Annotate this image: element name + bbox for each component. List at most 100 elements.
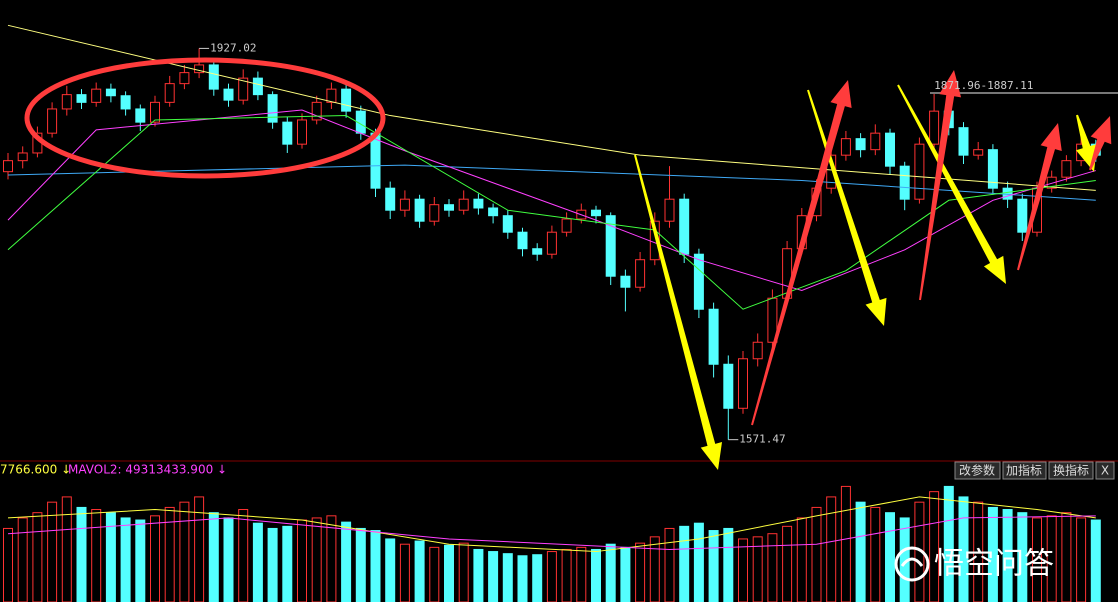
watermark-text: 悟空问答 xyxy=(934,547,1054,582)
candle-body xyxy=(502,215,513,233)
candle-body xyxy=(723,363,734,409)
volume-bar xyxy=(47,501,58,602)
candle-body xyxy=(370,132,381,189)
volume-bar xyxy=(355,527,366,602)
drawn-arrow xyxy=(634,154,723,470)
candle-body xyxy=(385,187,396,211)
drawn-arrow xyxy=(751,80,852,426)
drawn-arrow xyxy=(1089,116,1112,171)
drawn-arrow xyxy=(897,84,1006,284)
candle-body xyxy=(150,101,160,123)
volume-bar xyxy=(282,525,293,602)
button-label[interactable]: 换指标 xyxy=(1053,463,1089,478)
volume-bar xyxy=(238,509,249,602)
drawn-arrow xyxy=(1017,123,1062,271)
volume-bar xyxy=(370,530,381,602)
candle-body xyxy=(429,204,440,222)
volume-bar xyxy=(1076,517,1087,602)
candle-body xyxy=(738,358,748,409)
range-label: 1871.96-1887.11 xyxy=(934,79,1033,92)
candle-body xyxy=(267,94,278,123)
button[interactable] xyxy=(1048,461,1094,480)
volume-bar xyxy=(61,496,72,602)
moving-average-line xyxy=(7,164,1096,201)
candle-body xyxy=(399,198,410,211)
button-label[interactable]: X xyxy=(1101,464,1109,478)
candle-body xyxy=(1061,160,1072,178)
volume-bar xyxy=(252,522,263,602)
volume-bar xyxy=(444,544,454,602)
moving-average-line xyxy=(7,515,1096,550)
candle-body xyxy=(297,119,307,145)
candle-body xyxy=(870,132,881,151)
volume-bar xyxy=(885,512,895,602)
volume-bar xyxy=(458,542,469,602)
candle-body xyxy=(311,101,322,121)
candle-body xyxy=(47,108,58,134)
candle-body xyxy=(488,207,499,217)
volume-bar xyxy=(164,506,175,602)
candle-body xyxy=(1046,176,1057,189)
volume-bar xyxy=(267,527,278,602)
volume-bar xyxy=(17,517,28,602)
price-panel xyxy=(3,24,1101,440)
close-button[interactable] xyxy=(1095,461,1115,480)
candle-body xyxy=(914,143,925,200)
candle-body xyxy=(3,160,13,173)
volume-bar xyxy=(488,551,499,602)
volume-bar xyxy=(561,548,572,602)
volume-bar xyxy=(3,527,13,602)
volume-bar xyxy=(591,548,601,602)
candle-body xyxy=(752,341,763,360)
volume-bar xyxy=(385,538,396,602)
volume-bar xyxy=(679,525,690,602)
candle-body xyxy=(120,95,131,110)
volume-bar xyxy=(811,506,822,602)
volume-bar xyxy=(502,553,513,602)
button-label[interactable]: 加指标 xyxy=(1006,463,1042,478)
volume-bar xyxy=(32,512,43,602)
candle-body xyxy=(899,165,910,200)
button-label[interactable]: 改参数 xyxy=(959,463,995,478)
candle-body xyxy=(561,218,572,233)
volume-bar xyxy=(738,538,748,602)
candle-body xyxy=(620,275,631,288)
watermark-icon xyxy=(900,557,924,567)
drawn-arrow xyxy=(919,70,962,301)
volume-bar xyxy=(708,530,719,602)
candle-body xyxy=(444,204,454,211)
volume-bar xyxy=(664,527,675,602)
candle-body xyxy=(693,253,704,310)
candle-body xyxy=(591,209,601,217)
volume-bar xyxy=(1061,512,1072,602)
button[interactable] xyxy=(954,461,1001,480)
candle-body xyxy=(164,83,175,103)
volume-bar xyxy=(782,525,793,602)
candle-body xyxy=(546,231,557,255)
volume-label: MAVOL2: 49313433.900 ↓ xyxy=(68,463,227,477)
volume-bar xyxy=(943,485,954,602)
candle-body xyxy=(929,110,940,145)
volume-bar xyxy=(620,546,631,602)
annotation-label: 1927.02 xyxy=(210,41,256,54)
volume-bar xyxy=(767,533,778,602)
volume-bar xyxy=(76,506,87,602)
volume-label: 7766.600 ↓ xyxy=(0,463,71,477)
button[interactable] xyxy=(1002,461,1047,480)
candle-body xyxy=(679,198,690,255)
volume-bar xyxy=(987,506,998,602)
volume-bar xyxy=(1046,515,1057,602)
watermark: 悟空问答 xyxy=(894,546,1054,582)
toolbar: 改参数 加指标 换指标 X xyxy=(954,461,1115,480)
candle-body xyxy=(958,127,969,156)
candle-body xyxy=(987,149,998,189)
candle-body xyxy=(973,149,984,156)
volume-bar xyxy=(414,540,425,602)
candle-body xyxy=(885,132,895,167)
moving-average-line xyxy=(7,24,1096,191)
candle-body xyxy=(76,94,87,103)
moving-average-line xyxy=(7,496,1096,553)
candle-body xyxy=(326,88,337,103)
volume-bar xyxy=(576,546,587,602)
